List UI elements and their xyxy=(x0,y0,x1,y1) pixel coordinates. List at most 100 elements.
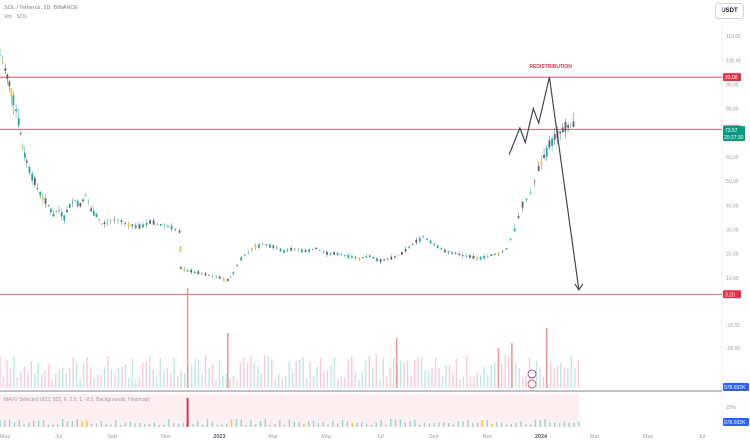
volume-bar xyxy=(535,360,538,388)
candle-body xyxy=(58,209,60,211)
volume-bar xyxy=(72,357,74,388)
volume-bar xyxy=(431,367,433,388)
indicator-bar xyxy=(0,420,1,427)
candle-body xyxy=(156,223,159,225)
candle-body xyxy=(572,121,575,127)
level-price-tag: 93.08 xyxy=(723,73,741,82)
candle-body xyxy=(243,254,246,256)
volume-bar xyxy=(312,376,315,388)
candle-body xyxy=(87,202,90,204)
event-marker-icon xyxy=(527,369,537,379)
indicator-bar xyxy=(288,419,291,427)
candle-body xyxy=(333,252,336,255)
indicator-bar xyxy=(221,424,223,427)
candle-body xyxy=(98,219,101,221)
candle-body xyxy=(17,117,20,126)
indicator-bar xyxy=(341,419,344,427)
candle-body xyxy=(159,224,162,226)
time-tick-label: Sep xyxy=(107,434,117,440)
volume-bar xyxy=(257,366,259,388)
volume-bar xyxy=(107,355,109,388)
candle-body xyxy=(52,213,55,217)
candle-body xyxy=(365,256,368,258)
candle-body xyxy=(451,252,453,254)
volume-bar xyxy=(103,367,106,388)
volume-bar xyxy=(438,367,440,388)
candle-body xyxy=(4,68,7,71)
candle-body xyxy=(178,230,181,233)
candle-body xyxy=(525,198,528,200)
volume-bar xyxy=(79,378,81,388)
indicator-bar xyxy=(115,419,117,427)
candle-body xyxy=(418,237,421,242)
indicator-bar xyxy=(62,419,64,427)
volume-bar xyxy=(542,376,545,388)
candle-body xyxy=(561,127,564,133)
candle-body xyxy=(483,256,486,259)
indicator-right-label: 20% xyxy=(726,405,737,411)
volume-bar xyxy=(159,358,161,388)
indicator-bar xyxy=(452,424,455,427)
volume-bar xyxy=(145,361,148,388)
candle-body xyxy=(12,95,15,106)
volume-bar xyxy=(518,368,520,388)
volume-bar xyxy=(389,367,391,388)
volume-bar xyxy=(323,370,325,388)
candle-body xyxy=(517,216,520,219)
indicator-bar xyxy=(428,423,431,427)
candle-body xyxy=(426,238,428,240)
volume-bar xyxy=(218,360,221,388)
candle-body xyxy=(411,243,414,245)
volume-bar xyxy=(434,357,437,388)
indicator-bar xyxy=(322,422,324,427)
volume-bar xyxy=(271,358,273,388)
candle-body xyxy=(68,203,71,208)
candle-body xyxy=(564,122,567,132)
indicator-bar xyxy=(177,423,180,427)
indicator-bar xyxy=(481,420,484,427)
candle-body xyxy=(113,220,116,221)
volume-bar xyxy=(462,376,465,388)
candle-body xyxy=(251,247,253,251)
candle-body xyxy=(92,210,95,216)
indicator-bar xyxy=(279,420,281,427)
candle-body xyxy=(386,259,389,260)
indicator-bar xyxy=(414,419,416,427)
candle-body xyxy=(152,220,155,225)
volume-bar xyxy=(51,379,53,388)
volume-bar xyxy=(427,370,430,388)
indicator-bar xyxy=(312,420,315,427)
candle-body xyxy=(297,249,300,250)
volume-tick-label: -10.00 xyxy=(726,323,740,329)
candle-body xyxy=(326,251,328,255)
candle-body xyxy=(486,256,489,257)
candle-body xyxy=(41,196,44,200)
candle-body xyxy=(379,259,382,262)
candle-body xyxy=(142,224,144,228)
candle-body xyxy=(218,276,221,279)
candle-body xyxy=(343,254,346,256)
candle-body xyxy=(76,200,79,207)
volume-bar xyxy=(201,374,203,388)
candle-body xyxy=(272,245,275,249)
candle-body xyxy=(308,249,310,253)
volume-bar xyxy=(16,377,19,388)
volume-spike-bar xyxy=(511,343,513,388)
price-tick-label: 110.00 xyxy=(726,34,741,40)
candle-body xyxy=(23,152,26,158)
volume-bar xyxy=(333,357,336,388)
indicator-bar xyxy=(394,419,397,427)
candle-body xyxy=(476,257,478,260)
candle-body xyxy=(186,270,189,272)
indicator-bar xyxy=(336,423,339,427)
candle-body xyxy=(79,203,82,207)
candle-body xyxy=(19,133,22,135)
volume-spike-bar xyxy=(186,288,189,388)
candle-body xyxy=(163,225,166,226)
candle-body xyxy=(354,257,357,258)
current-price-tag-bg xyxy=(723,126,745,142)
candle-body xyxy=(340,254,343,256)
volume-bar xyxy=(379,379,381,388)
candle-body xyxy=(361,257,364,259)
